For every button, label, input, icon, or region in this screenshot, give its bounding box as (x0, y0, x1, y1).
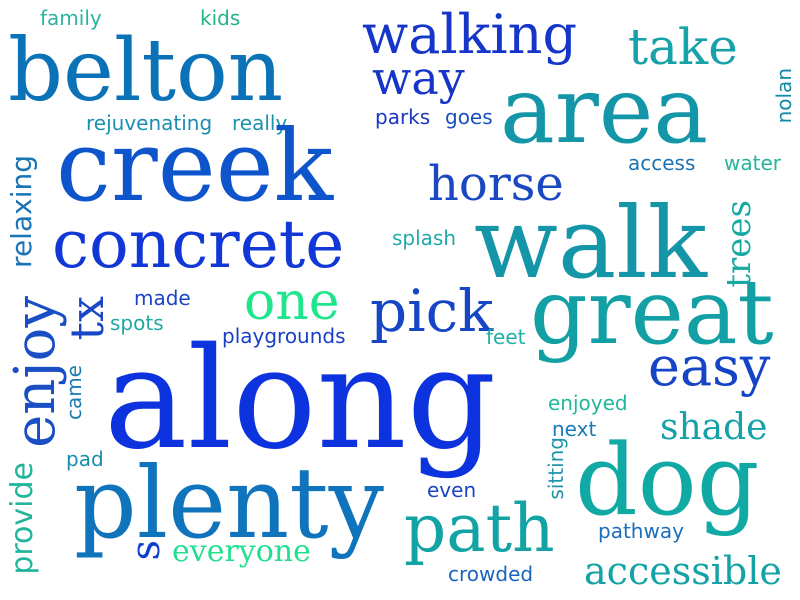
word-one: one (244, 272, 340, 332)
word-enjoyed: enjoyed (548, 391, 628, 415)
word-splash: splash (392, 226, 457, 250)
word-goes: goes (445, 105, 493, 129)
word-along: along (104, 318, 497, 481)
word-access: access (628, 151, 696, 175)
word-take: take (628, 18, 738, 76)
word-walk: walk (474, 187, 708, 301)
word-family: family (40, 6, 102, 30)
word-path: path (404, 490, 555, 567)
word-shade: shade (660, 407, 768, 448)
word-spots: spots (110, 311, 164, 335)
word-easy: easy (648, 335, 771, 398)
word-area: area (500, 57, 709, 164)
word-parks: parks (375, 105, 431, 129)
word-walking: walking (362, 3, 578, 66)
word-feet: feet (486, 325, 526, 349)
word-came: came (62, 365, 86, 421)
word-great: great (530, 260, 774, 365)
word-pick: pick (370, 277, 494, 345)
word-crowded: crowded (448, 562, 534, 586)
word-next: next (552, 417, 597, 441)
word-enjoy: enjoy (3, 296, 68, 448)
word-made: made (134, 286, 191, 310)
word-everyone: everyone (172, 534, 311, 569)
word-relaxing: relaxing (5, 155, 38, 268)
word-plenty: plenty (74, 447, 384, 561)
word-rejuvenating: rejuvenating (86, 111, 213, 135)
word-pad: pad (66, 447, 104, 471)
word-dog: dog (575, 424, 760, 538)
word-horse: horse (428, 156, 564, 212)
word-creek: creek (56, 110, 334, 224)
word-really: really (232, 111, 288, 135)
word-way: way (372, 51, 465, 105)
word-even: even (427, 478, 477, 502)
word-concrete: concrete (52, 206, 345, 283)
word-provide: provide (5, 462, 40, 575)
word-playgrounds: playgrounds (222, 324, 346, 348)
word-kids: kids (200, 6, 241, 30)
word-nolan: nolan (772, 68, 796, 124)
word-pathway: pathway (598, 519, 684, 543)
word-s: s (123, 540, 169, 561)
word-belton: belton (8, 21, 284, 121)
word-water: water (724, 151, 781, 175)
word-accessible: accessible (584, 549, 782, 593)
